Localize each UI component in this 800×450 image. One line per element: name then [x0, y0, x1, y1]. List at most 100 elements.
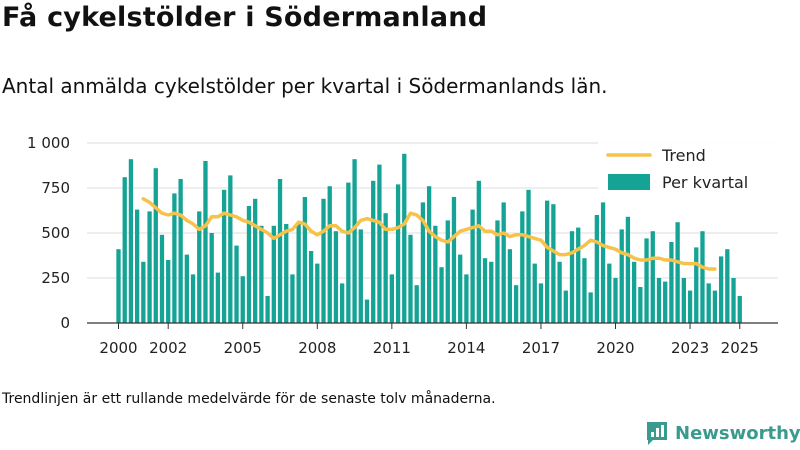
bar: [607, 263, 612, 323]
bar: [209, 233, 214, 323]
newsworthy-logo[interactable]: Newsworthy: [645, 420, 800, 446]
bar: [271, 225, 276, 323]
bar: [364, 299, 370, 323]
x-tick-label: 2008: [298, 339, 336, 357]
bar: [290, 274, 295, 323]
chart-title: Få cykelstölder i Södermanland: [2, 2, 488, 33]
bar: [321, 198, 326, 323]
bar: [265, 296, 270, 323]
bar: [545, 200, 550, 323]
bar: [433, 225, 438, 323]
bar: [507, 249, 513, 323]
bar: [594, 215, 600, 323]
bar: [650, 231, 655, 323]
y-tick-label: 0: [60, 314, 70, 332]
bar: [619, 229, 624, 323]
bar: [240, 276, 245, 323]
bar: [420, 202, 426, 323]
bar: [694, 247, 699, 323]
bar: [582, 258, 587, 323]
bar: [439, 267, 444, 323]
bar: [358, 229, 363, 323]
bar: [159, 234, 165, 323]
bar: [246, 206, 252, 323]
bar: [308, 251, 314, 323]
bar: [681, 278, 686, 323]
bar: [203, 161, 208, 323]
bar: [190, 274, 196, 323]
bar: [569, 231, 575, 323]
bar: [228, 175, 233, 323]
bar: [470, 209, 475, 323]
bar: [122, 177, 127, 323]
bar: [414, 285, 419, 323]
bar: [327, 186, 332, 323]
bar: [172, 193, 177, 323]
bar: [352, 159, 357, 323]
bar: [532, 263, 537, 323]
newsworthy-logo-text: Newsworthy: [675, 422, 800, 444]
trend-line: [141, 197, 717, 271]
bar: [128, 159, 134, 323]
bar: [687, 290, 693, 323]
bar: [725, 249, 730, 323]
bar: [663, 281, 668, 323]
bar: [588, 292, 593, 323]
bar: [613, 278, 618, 323]
bar: [489, 261, 494, 323]
y-tick-label: 500: [41, 224, 70, 242]
bar: [675, 222, 680, 323]
x-tick-label: 2025: [721, 339, 759, 357]
bar-chart: 0 250 500 750 1 000 2000 2002 2005 2008 2011 2014 2…: [27, 134, 778, 357]
bar: [253, 198, 258, 323]
bar: [141, 261, 146, 323]
bar: [718, 256, 724, 323]
legend-bar-label: Per kvartal: [662, 173, 748, 192]
footnote: Trendlinjen är ett rullande medelvärde f…: [2, 391, 496, 407]
bar: [700, 231, 705, 323]
bar: [625, 216, 631, 323]
bar: [656, 278, 662, 323]
bar: [464, 274, 469, 323]
bar: [669, 242, 674, 323]
bar: [638, 287, 643, 323]
bar: [445, 220, 450, 323]
x-tick-label: 2023: [671, 339, 709, 357]
bar: [551, 204, 556, 323]
bar: [402, 153, 407, 323]
bar: [234, 245, 239, 323]
bar: [737, 296, 742, 323]
bar: [513, 285, 519, 323]
bar: [451, 197, 457, 323]
x-tick-label: 2011: [373, 339, 411, 357]
bar: [482, 258, 488, 323]
bar: [221, 189, 227, 323]
bar: [197, 211, 202, 323]
bar: [526, 189, 531, 323]
bar: [383, 213, 388, 323]
bar: [184, 254, 189, 323]
bar: [259, 225, 264, 323]
bar: [389, 274, 394, 323]
bar: [277, 179, 283, 323]
bar: [644, 238, 649, 323]
bar: [215, 272, 221, 323]
bar: [458, 254, 463, 323]
x-tick-label: 2000: [99, 339, 137, 357]
bar: [315, 263, 320, 323]
bar: [302, 197, 308, 323]
bar: [712, 290, 718, 323]
bar: [600, 202, 606, 323]
bar: [371, 180, 376, 323]
legend-trend-label: Trend: [661, 146, 706, 165]
bar: [395, 184, 401, 323]
bar: [520, 211, 525, 323]
bar: [377, 164, 382, 323]
bar: [178, 179, 183, 323]
bar: [346, 182, 351, 323]
x-tick-label: 2017: [522, 339, 560, 357]
bar: [340, 283, 345, 323]
y-tick-label: 750: [41, 179, 70, 197]
bar: [731, 278, 736, 323]
bar: [495, 220, 500, 323]
